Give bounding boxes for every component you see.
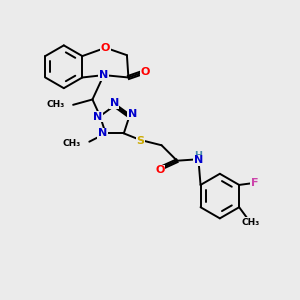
Text: N: N <box>110 98 119 108</box>
Text: N: N <box>194 155 203 165</box>
Text: H: H <box>194 151 202 160</box>
Text: O: O <box>141 67 150 76</box>
Text: O: O <box>155 165 164 175</box>
Text: N: N <box>98 128 107 138</box>
Text: F: F <box>251 178 259 188</box>
Text: N: N <box>128 109 137 119</box>
Text: CH₃: CH₃ <box>242 218 260 226</box>
Text: S: S <box>136 136 144 146</box>
Text: O: O <box>101 43 110 53</box>
Text: N: N <box>99 70 108 80</box>
Text: CH₃: CH₃ <box>46 100 65 109</box>
Text: CH₃: CH₃ <box>63 139 81 148</box>
Text: N: N <box>93 112 102 122</box>
